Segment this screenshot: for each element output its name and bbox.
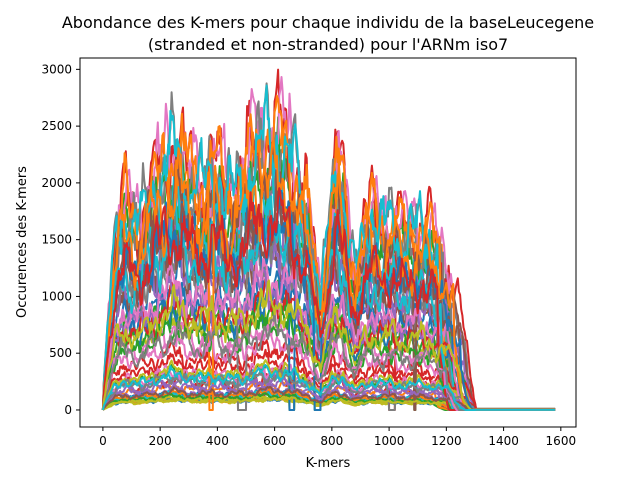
x-tick-label: 1400 xyxy=(488,434,519,448)
y-axis-ticks: 0 500 1000 1500 2000 2500 3000 xyxy=(41,62,80,417)
plot-area xyxy=(101,68,556,411)
x-tick-label: 600 xyxy=(263,434,286,448)
y-tick-label: 0 xyxy=(64,403,72,417)
x-tick-label: 200 xyxy=(149,434,172,448)
x-tick-label: 0 xyxy=(99,434,107,448)
x-tick-label: 1200 xyxy=(431,434,462,448)
y-tick-label: 1000 xyxy=(41,289,72,303)
x-axis-label: K-mers xyxy=(306,456,351,471)
y-tick-label: 3000 xyxy=(41,62,72,76)
x-tick-label: 1000 xyxy=(374,434,405,448)
series-line xyxy=(101,364,556,411)
chart-title-line-1: Abondance des K-mers pour chaque individ… xyxy=(62,13,594,32)
y-tick-label: 2500 xyxy=(41,119,72,133)
y-axis-label: Occurences des K-mers xyxy=(15,166,30,318)
x-tick-label: 800 xyxy=(320,434,343,448)
axes-frame xyxy=(79,57,577,428)
y-tick-label: 2000 xyxy=(41,176,72,190)
chart-title-line-2: (stranded et non-stranded) pour l'ARNm i… xyxy=(148,35,508,54)
x-tick-label: 1600 xyxy=(546,434,577,448)
x-tick-label: 400 xyxy=(206,434,229,448)
x-axis-ticks: 0 200 400 600 800 1000 1200 1400 1600 xyxy=(99,427,576,448)
y-tick-label: 1500 xyxy=(41,233,72,247)
y-tick-label: 500 xyxy=(49,346,72,360)
